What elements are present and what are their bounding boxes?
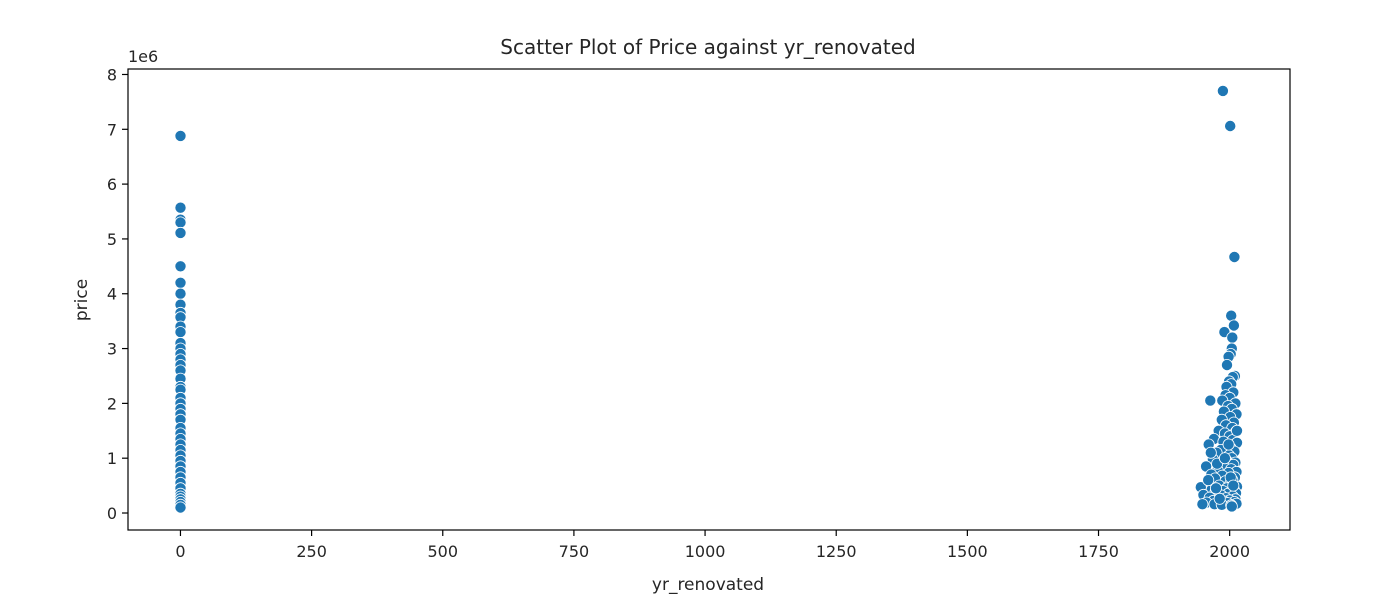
y-axis-label: price <box>72 279 92 321</box>
y-tick-label: 0 <box>107 504 117 523</box>
y-tick-label: 8 <box>107 65 117 84</box>
y-axis-ticks: 0 1 2 3 4 5 6 7 8 <box>107 65 128 523</box>
data-point <box>1228 250 1241 263</box>
y-offset-label: 1e6 <box>128 47 158 66</box>
x-tick-label: 250 <box>296 542 327 561</box>
data-point <box>1204 446 1217 459</box>
data-point <box>1226 331 1239 344</box>
x-axis-ticks: 0 250 500 750 1000 1250 1500 1750 2000 <box>175 530 1250 561</box>
data-point <box>1210 482 1223 495</box>
x-axis-label: yr_renovated <box>652 575 764 595</box>
x-tick-label: 1250 <box>816 542 857 561</box>
y-tick-label: 1 <box>107 449 117 468</box>
x-tick-label: 2000 <box>1209 542 1250 561</box>
data-point <box>1231 424 1244 437</box>
data-point <box>174 501 187 514</box>
data-point <box>174 226 187 239</box>
y-tick-label: 4 <box>107 285 117 304</box>
data-point <box>1227 479 1240 492</box>
points-layer <box>174 84 1244 514</box>
data-point <box>174 129 187 142</box>
plot-frame <box>127 68 1291 531</box>
data-point <box>1221 358 1234 371</box>
data-point <box>174 260 187 273</box>
data-point <box>1202 474 1215 487</box>
y-tick-label: 2 <box>107 394 117 413</box>
data-point <box>1225 500 1238 513</box>
y-tick-label: 6 <box>107 175 117 194</box>
x-tick-label: 0 <box>175 542 185 561</box>
data-point <box>1225 309 1238 322</box>
y-tick-label: 5 <box>107 230 117 249</box>
plot-area <box>128 69 1290 530</box>
data-point <box>174 201 187 214</box>
data-point <box>1216 84 1229 97</box>
x-tick-label: 1000 <box>685 542 726 561</box>
x-tick-label: 750 <box>559 542 590 561</box>
data-point <box>1196 498 1209 511</box>
x-tick-label: 500 <box>427 542 458 561</box>
data-point <box>1224 120 1237 133</box>
data-point <box>1227 319 1240 332</box>
y-tick-label: 3 <box>107 340 117 359</box>
x-tick-label: 1750 <box>1078 542 1119 561</box>
chart-title: Scatter Plot of Price against yr_renovat… <box>500 35 915 59</box>
x-tick-label: 1500 <box>947 542 988 561</box>
data-point <box>174 276 187 289</box>
data-point <box>1222 438 1235 451</box>
data-point <box>1213 492 1226 505</box>
data-point <box>174 326 187 339</box>
data-point <box>1204 394 1217 407</box>
data-point <box>174 216 187 229</box>
data-point <box>1218 452 1231 465</box>
y-tick-label: 7 <box>107 120 117 139</box>
data-point <box>174 287 187 300</box>
